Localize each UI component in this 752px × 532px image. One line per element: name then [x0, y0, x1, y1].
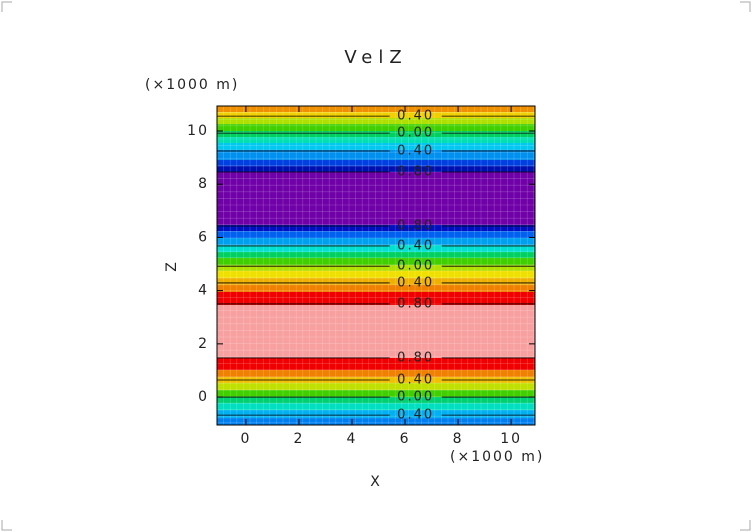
- contour-label: 0.40: [397, 373, 434, 388]
- contour-band: [217, 231, 535, 238]
- contour-band: [217, 137, 535, 143]
- contour-band: [217, 171, 535, 225]
- contour-band: [217, 142, 535, 150]
- contour-band: [217, 265, 535, 271]
- y-tick-label: 8: [198, 176, 209, 192]
- chart-title: VelZ: [344, 47, 407, 68]
- contour-label: 0.00: [397, 259, 434, 274]
- contour-band: [217, 403, 535, 411]
- y-axis-label: Z: [164, 260, 180, 272]
- x-tick-label: 2: [293, 431, 304, 447]
- contour-band: [217, 224, 535, 232]
- contour-band: [217, 149, 535, 161]
- contour-band: [217, 291, 535, 306]
- contour-band: [217, 112, 535, 118]
- contour-band: [217, 166, 535, 172]
- contour-label: 0.40: [397, 109, 434, 124]
- contour-band: [217, 131, 535, 138]
- contour-label: 0.80: [397, 296, 434, 311]
- contour-label: 0.80: [397, 164, 434, 179]
- contour-band: [217, 305, 535, 358]
- y-unit: (×1000 m): [145, 77, 239, 93]
- contour-band: [217, 410, 535, 419]
- contour-band: [217, 117, 535, 125]
- contour-band: [217, 237, 535, 246]
- contour-label: 0.40: [397, 408, 434, 423]
- x-tick-label: 10: [500, 431, 522, 447]
- contour-band: [217, 285, 535, 292]
- contour-band: [217, 245, 535, 253]
- x-tick-label: 8: [453, 431, 464, 447]
- plot-frame: [216, 105, 536, 426]
- contour-label: 0.00: [397, 390, 434, 405]
- contour-band: [217, 357, 535, 370]
- y-tick-label: 4: [198, 283, 209, 299]
- contour-band: [217, 270, 535, 279]
- contour-band: [217, 382, 535, 391]
- contour-band: [217, 124, 535, 132]
- contour-label: 0.00: [397, 126, 434, 141]
- y-tick-label: 6: [198, 229, 209, 245]
- contour-band: [217, 278, 535, 286]
- contour-label: 0.40: [397, 275, 434, 290]
- x-tick-label: 6: [400, 431, 411, 447]
- contour-label: 0.80: [397, 350, 434, 365]
- x-axis-label: X: [370, 474, 382, 490]
- contour-band: [217, 257, 535, 266]
- contour-band: [217, 160, 535, 167]
- x-tick-label: 0: [240, 431, 251, 447]
- contour-band: [217, 390, 535, 398]
- y-tick-label: 2: [198, 336, 209, 352]
- contour-band: [217, 418, 535, 425]
- contour-band: [217, 252, 535, 258]
- contour-label: 0.40: [397, 143, 434, 158]
- x-unit: (×1000 m): [450, 449, 544, 465]
- contour-band: [217, 397, 535, 404]
- y-tick-label: 10: [187, 123, 209, 139]
- contour-label: 0.40: [397, 238, 434, 253]
- contour-band: [217, 369, 535, 378]
- contour-band: [217, 106, 535, 113]
- contour-label: 0.80: [397, 218, 434, 233]
- x-tick-label: 4: [347, 431, 358, 447]
- y-tick-label: 0: [198, 389, 209, 405]
